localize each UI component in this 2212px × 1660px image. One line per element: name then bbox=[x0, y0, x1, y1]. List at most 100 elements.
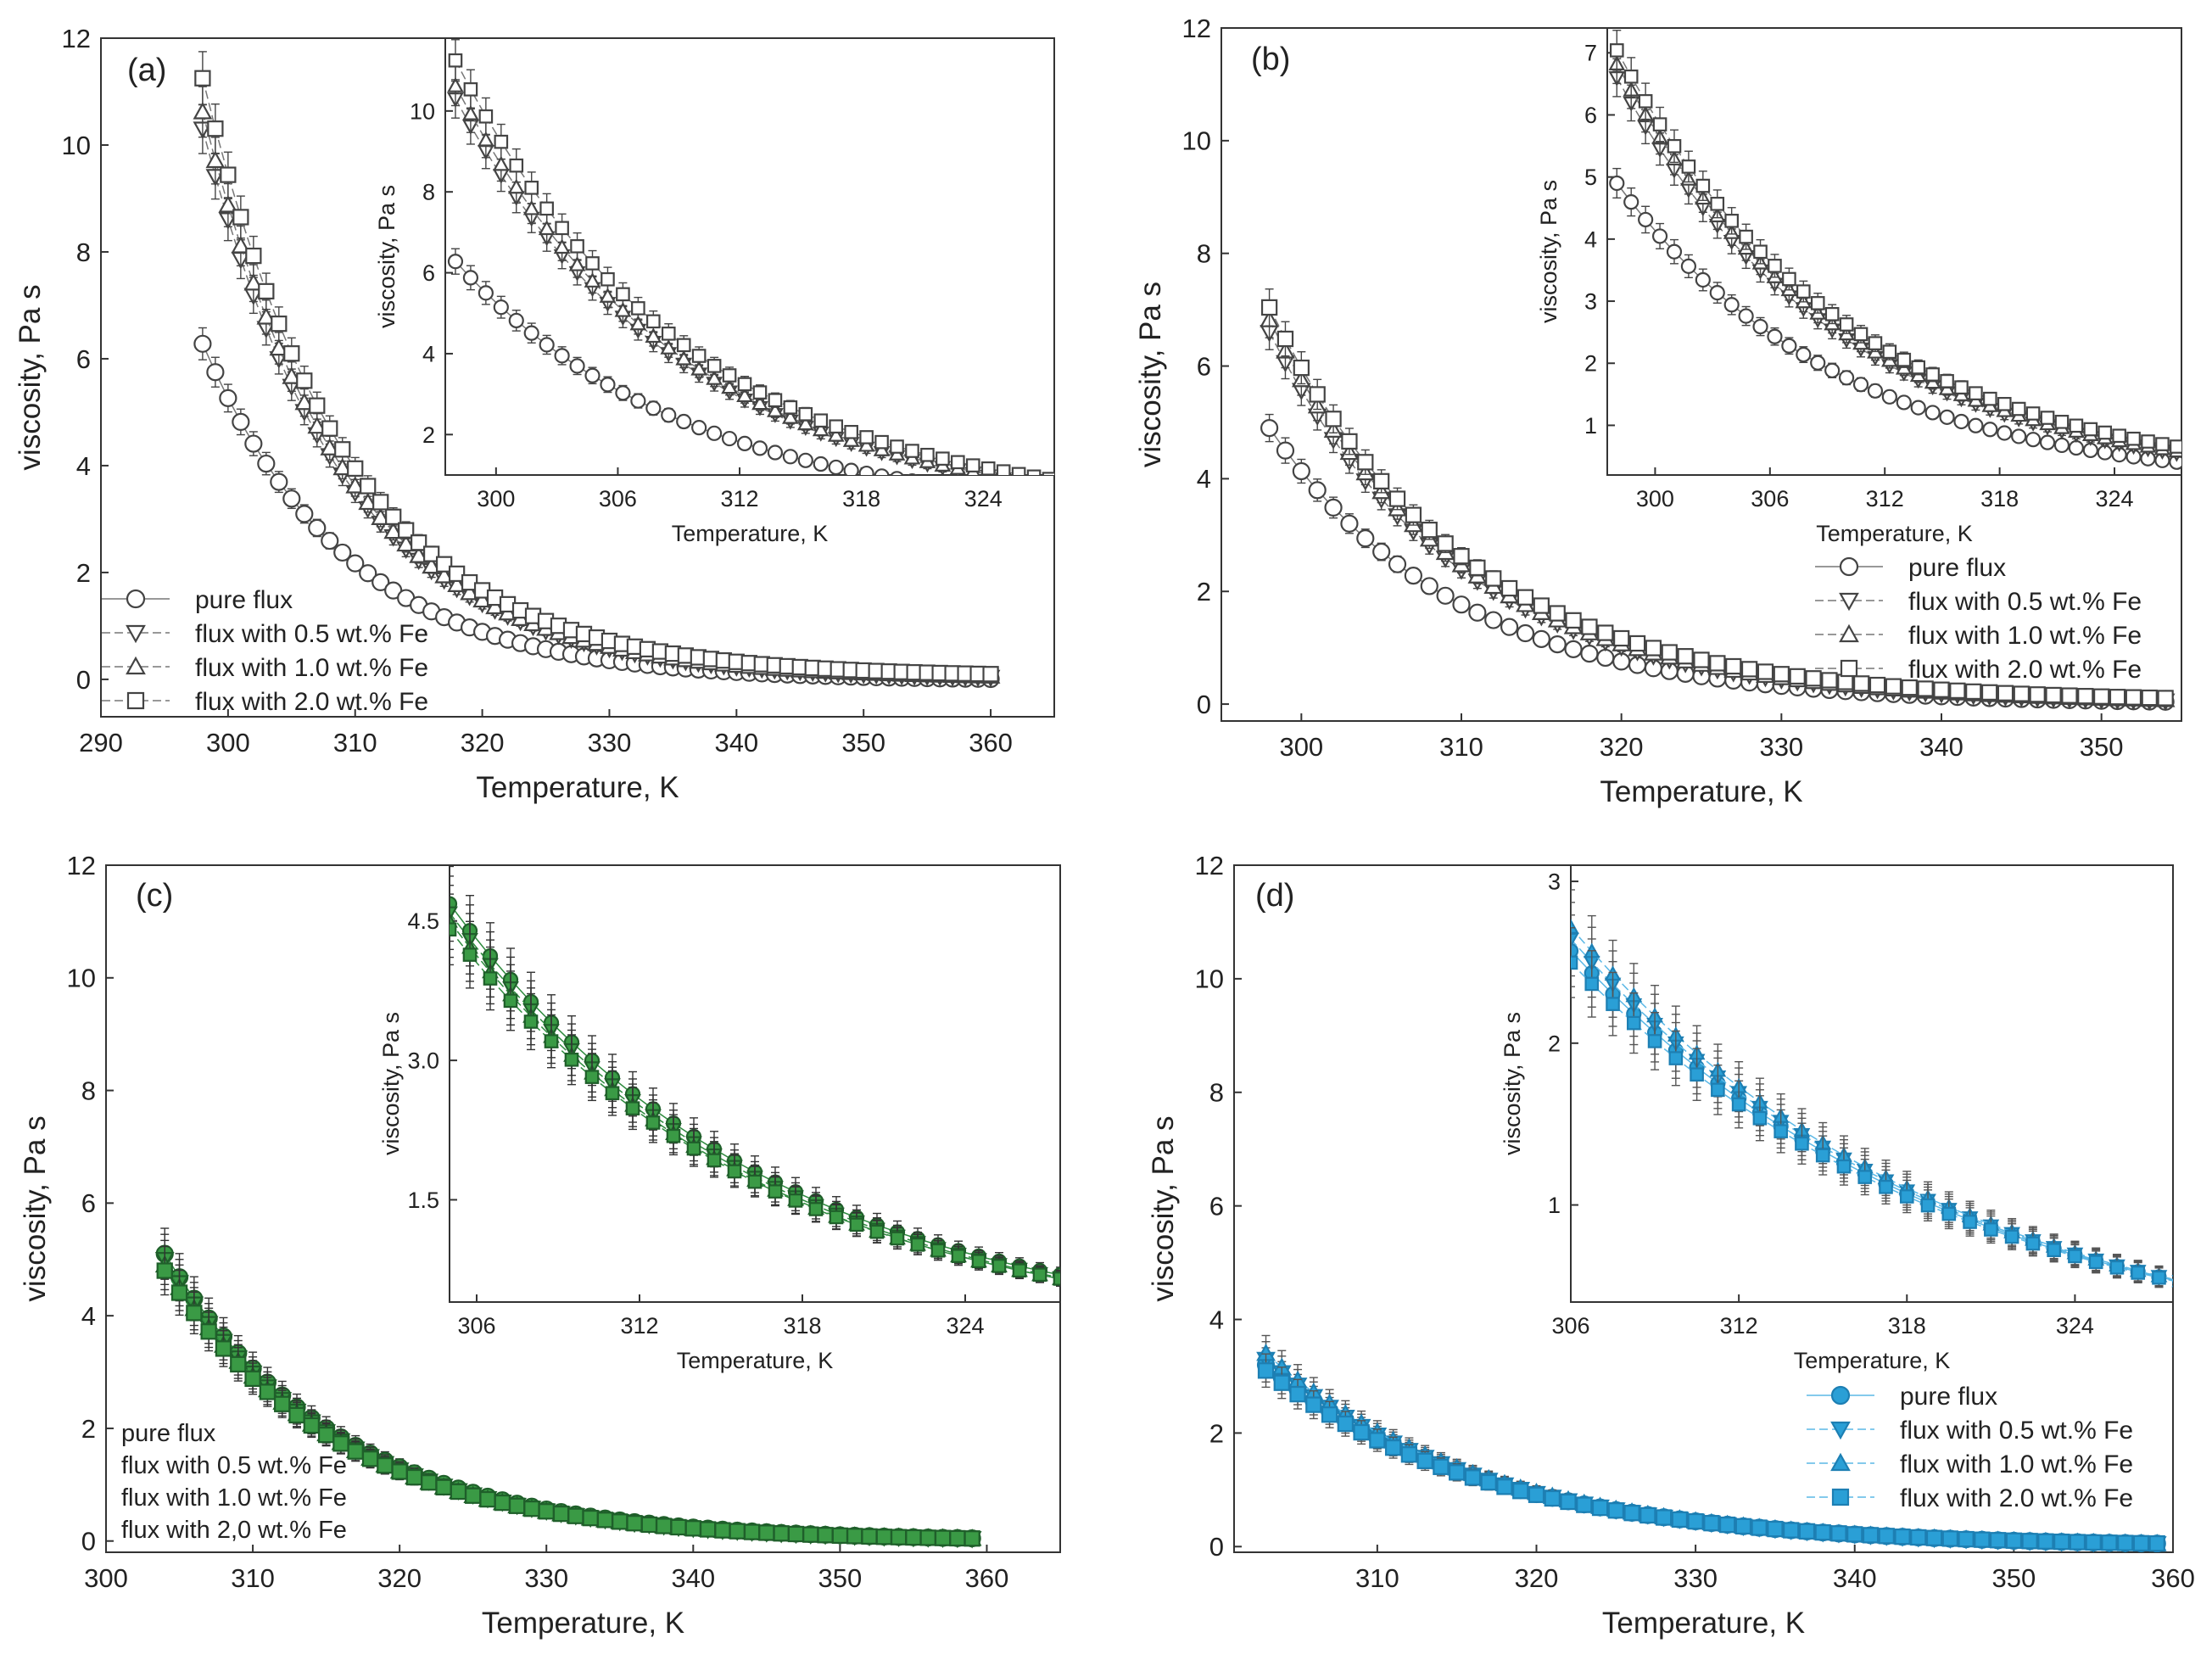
inset-series-1 bbox=[447, 248, 918, 475]
inset-data-point bbox=[2155, 437, 2170, 451]
main-x-tick-label: 310 bbox=[231, 1563, 275, 1593]
inset-data-point bbox=[747, 1174, 762, 1189]
main-data-point bbox=[1436, 586, 1455, 605]
main-y-axis-label: viscosity, Pa s bbox=[1147, 1115, 1180, 1301]
main-data-point bbox=[1324, 498, 1343, 517]
inset-x-tick-label: 324 bbox=[964, 486, 1003, 511]
inset-data-point bbox=[463, 82, 478, 97]
main-data-layer bbox=[1256, 1334, 2167, 1552]
main-y-axis-label: viscosity, Pa s bbox=[19, 1115, 52, 1301]
main-data-point bbox=[347, 460, 364, 477]
inset-plot-frame bbox=[444, 37, 1055, 476]
main-y-tick-label: 0 bbox=[81, 1527, 96, 1557]
main-data-point bbox=[670, 1518, 687, 1536]
main-data-point bbox=[1564, 640, 1583, 658]
inset-data-point bbox=[1027, 478, 1041, 490]
main-y-tick-label: 6 bbox=[76, 344, 91, 374]
main-data-point bbox=[1484, 611, 1503, 629]
main-x-axis-label: Temperature, K bbox=[476, 771, 679, 804]
main-x-tick-label: 310 bbox=[333, 728, 377, 757]
inset-data-point bbox=[936, 451, 950, 466]
inset-x-tick-label: 324 bbox=[2095, 486, 2133, 511]
inset-data-point bbox=[462, 947, 478, 962]
inset-y-axis-label: viscosity, Pa s bbox=[378, 1012, 404, 1155]
legend-item: flux with 0.5 wt.% Fe bbox=[102, 620, 428, 648]
main-data-point bbox=[435, 1478, 452, 1495]
main-data-point bbox=[156, 1262, 173, 1279]
inset-data-point bbox=[722, 368, 737, 383]
main-data-point bbox=[684, 1520, 701, 1537]
inset-data-point bbox=[1881, 388, 1897, 405]
inset-y-tick-label: 4.5 bbox=[407, 908, 439, 934]
main-data-point bbox=[1725, 657, 1742, 675]
inset-data-point bbox=[1768, 259, 1782, 273]
inset-data-point bbox=[676, 338, 691, 353]
inset-x-tick-label: 306 bbox=[1751, 486, 1789, 511]
main-data-point bbox=[1565, 612, 1582, 629]
legend-label: flux with 2.0 wt.% Fe bbox=[195, 688, 428, 716]
inset-data-point bbox=[666, 1128, 681, 1143]
main-data-point bbox=[219, 388, 237, 407]
inset-data-point bbox=[2184, 446, 2198, 458]
main-x-tick-label: 340 bbox=[1833, 1563, 1877, 1593]
inset-data-point bbox=[1609, 43, 1624, 58]
inset-data-point bbox=[951, 1249, 966, 1263]
inset-data-point bbox=[522, 199, 540, 215]
inset-data-point bbox=[614, 301, 632, 317]
panel-d: 310 320 330 340 350 360 0 2 4 6 8 10 12 Temperature, … bbox=[1147, 851, 2195, 1640]
main-data-point bbox=[949, 1529, 966, 1547]
inset-data-point bbox=[690, 360, 708, 376]
inset-data-point bbox=[1026, 469, 1042, 475]
main-data-point bbox=[450, 1483, 467, 1501]
main-data-point bbox=[773, 1525, 790, 1542]
inset-y-axis-label: viscosity, Pa s bbox=[374, 185, 399, 328]
inset-data-point bbox=[1796, 284, 1811, 299]
main-data-point bbox=[405, 1468, 423, 1486]
legend-item: pure flux bbox=[121, 1420, 216, 1447]
main-x-tick-label: 330 bbox=[1673, 1563, 1718, 1593]
inset-data-point bbox=[813, 413, 829, 428]
main-data-point bbox=[2157, 690, 2174, 707]
main-data-point bbox=[385, 508, 402, 525]
inset-x-tick-label: 318 bbox=[1980, 486, 2019, 511]
inset-data-point bbox=[524, 181, 539, 195]
main-data-point bbox=[2013, 685, 2030, 702]
inset-data-point bbox=[1924, 405, 1941, 421]
main-data-point bbox=[758, 1524, 775, 1541]
main-y-tick-label: 6 bbox=[1209, 1192, 1224, 1221]
main-data-point bbox=[1789, 668, 1806, 685]
main-data-point bbox=[1740, 661, 1758, 678]
inset-data-point bbox=[828, 459, 844, 475]
legend-item: flux with 1.0 wt.% Fe bbox=[121, 1484, 347, 1512]
inset-data-point bbox=[2039, 434, 2056, 450]
main-y-tick-label: 6 bbox=[81, 1188, 96, 1218]
main-x-tick-label: 310 bbox=[1355, 1563, 1399, 1593]
main-data-point bbox=[465, 1487, 482, 1504]
main-series-4 bbox=[1260, 288, 2174, 707]
inset-data-point bbox=[584, 1070, 600, 1084]
main-data-point bbox=[1548, 634, 1567, 654]
inset-data-point bbox=[1852, 377, 1869, 393]
main-x-tick-label: 340 bbox=[671, 1563, 715, 1593]
inset-x-tick-label: 324 bbox=[946, 1313, 984, 1339]
inset-data-point bbox=[829, 419, 844, 434]
panel-label: (a) bbox=[127, 53, 166, 88]
inset-data-point bbox=[808, 1202, 824, 1216]
inset-data-point bbox=[842, 432, 860, 447]
main-data-point bbox=[332, 457, 353, 476]
inset-data-point bbox=[1010, 474, 1027, 475]
main-x-tick-label: 360 bbox=[969, 728, 1013, 757]
main-data-point bbox=[411, 534, 427, 551]
inset-data-point bbox=[631, 301, 645, 316]
inset-data-point bbox=[2025, 432, 2042, 448]
inset-data-point bbox=[829, 1210, 844, 1225]
main-data-point bbox=[875, 1529, 892, 1545]
inset-data-point bbox=[707, 1153, 722, 1168]
inset-data-point bbox=[1982, 422, 1998, 438]
inset-x-axis-label: Temperature, K bbox=[1816, 521, 1973, 546]
inset-x-axis-label: Temperature, K bbox=[672, 521, 829, 546]
legend-item: flux with 0.5 wt.% Fe bbox=[121, 1452, 347, 1479]
main-data-point bbox=[1485, 570, 1502, 587]
main-data-point bbox=[640, 1516, 658, 1534]
main-data-point bbox=[596, 1512, 614, 1529]
